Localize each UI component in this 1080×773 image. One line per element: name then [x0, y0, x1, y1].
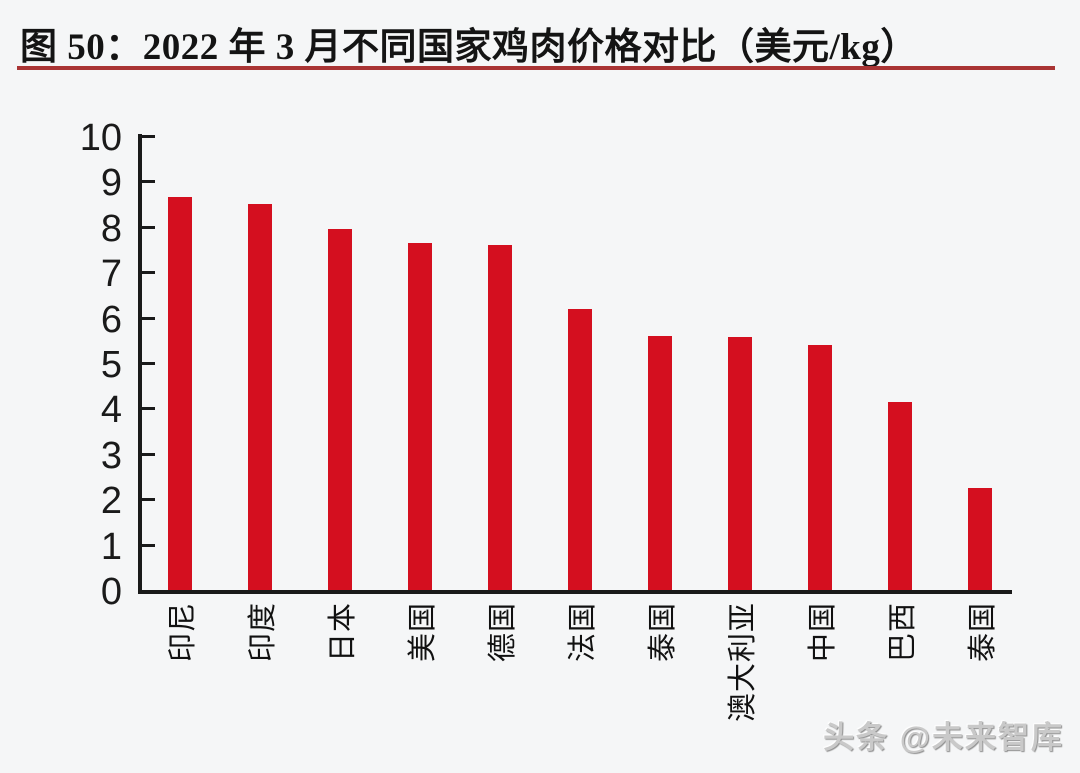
x-axis-label: 澳大利亚: [700, 596, 780, 771]
x-axis-label-text: 日本: [327, 602, 359, 663]
y-tick-label: 8: [100, 207, 122, 250]
y-tick-label: 10: [79, 117, 122, 159]
y-tick-mark: [142, 180, 155, 184]
x-axis-label-text: 泰国: [647, 602, 679, 663]
x-axis-label: 德国: [460, 596, 540, 771]
y-tick-label: 7: [100, 253, 122, 296]
x-axis-label: 印度: [220, 596, 300, 771]
bar: [968, 487, 992, 590]
y-tick-mark: [142, 498, 155, 502]
x-axis-label-text: 泰国: [967, 602, 999, 663]
plot-area: [138, 134, 1012, 594]
bar: [808, 344, 832, 590]
bar: [488, 244, 512, 590]
bar-chart: 0 1 2 3 4 5 6 7 8 9 10 印尼 印度 日本 美国 德国 法国 泰国 澳大利亚 中国 巴西 泰国: [0, 86, 1080, 773]
x-axis-label-text: 中国: [807, 602, 839, 663]
bar: [648, 335, 672, 590]
x-axis-label-text: 美国: [407, 602, 439, 663]
y-tick-mark: [142, 225, 155, 229]
y-tick-label: 0: [100, 571, 122, 613]
y-tick-label: 5: [100, 344, 122, 386]
x-axis-label-text: 德国: [487, 602, 519, 663]
x-axis-label: 日本: [300, 596, 380, 771]
x-axis-label: 印尼: [140, 596, 220, 771]
title-underline: [17, 66, 1055, 70]
y-tick-label: 1: [100, 525, 122, 568]
watermark: 头条 @未来智库: [823, 720, 1064, 755]
y-tick-label: 3: [100, 434, 122, 477]
y-tick-mark: [142, 543, 155, 547]
y-tick-label: 6: [100, 298, 122, 341]
y-tick-mark: [142, 452, 155, 456]
y-tick-mark: [142, 271, 155, 275]
y-tick-label: 4: [100, 389, 122, 432]
y-tick-mark: [142, 135, 155, 138]
y-tick-mark: [142, 316, 155, 320]
bar: [168, 197, 192, 590]
x-axis-label-text: 巴西: [887, 602, 919, 663]
y-tick-label: 9: [100, 162, 122, 205]
y-tick-label: 2: [100, 480, 122, 523]
y-tick-mark: [142, 407, 155, 411]
bar: [568, 308, 592, 590]
x-axis-label-text: 印度: [247, 602, 279, 663]
x-axis-label-text: 澳大利亚: [727, 602, 759, 723]
x-axis-label: 法国: [540, 596, 620, 771]
x-axis-label: 美国: [380, 596, 460, 771]
x-axis-label-text: 印尼: [167, 602, 199, 663]
y-tick-mark: [142, 362, 155, 365]
x-axis-label: 泰国: [620, 596, 700, 771]
bar: [888, 401, 912, 590]
bar: [248, 204, 272, 590]
bar: [328, 229, 352, 590]
bar: [728, 336, 752, 590]
bar: [408, 242, 432, 590]
x-axis-label-text: 法国: [567, 602, 599, 663]
y-axis-labels: 0 1 2 3 4 5 6 7 8 9 10: [0, 117, 122, 613]
figure-title: 图 50：2022 年 3 月不同国家鸡肉价格对比（美元/kg）: [20, 27, 918, 68]
